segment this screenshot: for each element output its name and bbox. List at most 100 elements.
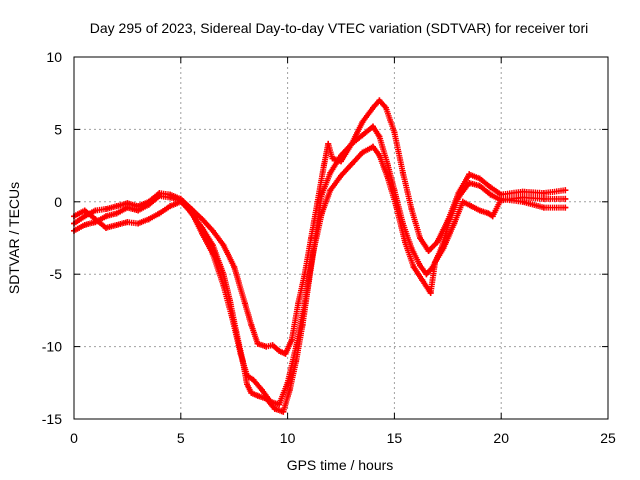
data-point <box>199 216 206 223</box>
data-point <box>288 336 295 343</box>
data-point <box>382 104 389 111</box>
data-point <box>540 195 547 202</box>
data-point <box>476 207 483 214</box>
x-tick-label: 15 <box>387 430 403 446</box>
data-point <box>359 132 366 139</box>
data-point <box>209 227 216 234</box>
series-track-3 <box>71 143 569 408</box>
data-point <box>220 242 227 249</box>
data-point <box>417 262 423 269</box>
axis-ticks: 0 5 10 15 20 25 -15 -10 -5 0 5 10 <box>42 49 616 446</box>
data-point <box>348 140 355 147</box>
data-point <box>427 290 434 296</box>
data-point <box>167 191 174 198</box>
data-point <box>425 248 432 254</box>
data-point <box>370 123 376 130</box>
data-point <box>466 171 473 178</box>
data-point <box>393 204 400 211</box>
data-point <box>476 182 483 189</box>
data-point <box>124 219 131 226</box>
data-point <box>113 222 120 228</box>
data-point <box>280 408 287 415</box>
data-point <box>562 195 569 202</box>
data-point <box>231 264 238 270</box>
data-point <box>241 300 248 307</box>
data-point <box>320 162 327 169</box>
data-point <box>419 277 426 283</box>
data-point <box>156 210 163 217</box>
data-point <box>385 175 391 182</box>
data-point <box>310 249 317 256</box>
data-point <box>519 198 526 205</box>
data-point <box>432 259 438 266</box>
data-point <box>370 143 376 150</box>
data-point <box>359 119 366 126</box>
data-point <box>237 350 244 357</box>
data-point <box>276 401 283 408</box>
data-point <box>408 206 415 212</box>
data-point <box>359 149 366 156</box>
data-point <box>267 398 274 405</box>
data-point <box>259 387 265 393</box>
y-tick-label: -10 <box>42 339 62 355</box>
y-tick-label: 10 <box>46 49 62 65</box>
data-point <box>376 97 383 104</box>
data-point <box>145 198 152 205</box>
data-point <box>540 204 547 211</box>
data-point <box>167 203 174 210</box>
x-tick-label: 25 <box>600 430 616 446</box>
y-tick-label: 5 <box>54 121 62 137</box>
data-point <box>248 389 255 396</box>
data-point <box>295 300 302 307</box>
data-point <box>485 210 492 217</box>
data-point <box>199 230 206 237</box>
data-point <box>376 152 383 159</box>
data-point <box>220 282 227 289</box>
data-point <box>417 235 423 241</box>
data-point <box>135 203 142 210</box>
data-point <box>92 216 99 223</box>
data-point <box>177 198 184 205</box>
data-point <box>284 379 291 386</box>
plot-border <box>73 56 609 420</box>
data-point <box>103 224 109 231</box>
data-point <box>466 180 473 186</box>
data-point <box>113 210 120 217</box>
chart-title: Day 295 of 2023, Sidereal Day-to-day VTE… <box>90 20 589 36</box>
data-point <box>451 220 458 227</box>
data-point <box>254 340 261 347</box>
x-tick-label: 10 <box>280 430 296 446</box>
data-point <box>276 347 283 354</box>
data-point <box>135 220 142 227</box>
data-point <box>308 235 315 241</box>
data-point <box>444 217 451 224</box>
x-tick-label: 5 <box>177 430 185 446</box>
data-point <box>348 161 355 168</box>
data-point <box>455 190 462 197</box>
data-point <box>81 222 88 228</box>
data-point <box>271 405 278 412</box>
y-tick-label: -5 <box>50 266 63 282</box>
data-point <box>263 343 270 350</box>
data-point <box>399 169 406 176</box>
data-point <box>81 207 88 214</box>
data-point <box>81 213 88 220</box>
data-point <box>338 172 344 179</box>
data-point <box>124 200 131 207</box>
data-point <box>376 133 383 140</box>
data-point <box>489 213 496 220</box>
data-point <box>459 198 466 205</box>
data-point <box>338 158 344 165</box>
x-axis-label: GPS time / hours <box>287 457 394 473</box>
data-point <box>440 245 447 252</box>
data-point <box>487 184 494 191</box>
data-point <box>229 314 236 321</box>
data-point <box>327 169 334 176</box>
data-point <box>423 271 430 278</box>
data-point <box>519 188 526 195</box>
data-point <box>370 104 376 111</box>
data-point <box>410 264 417 270</box>
data-point <box>145 216 152 223</box>
